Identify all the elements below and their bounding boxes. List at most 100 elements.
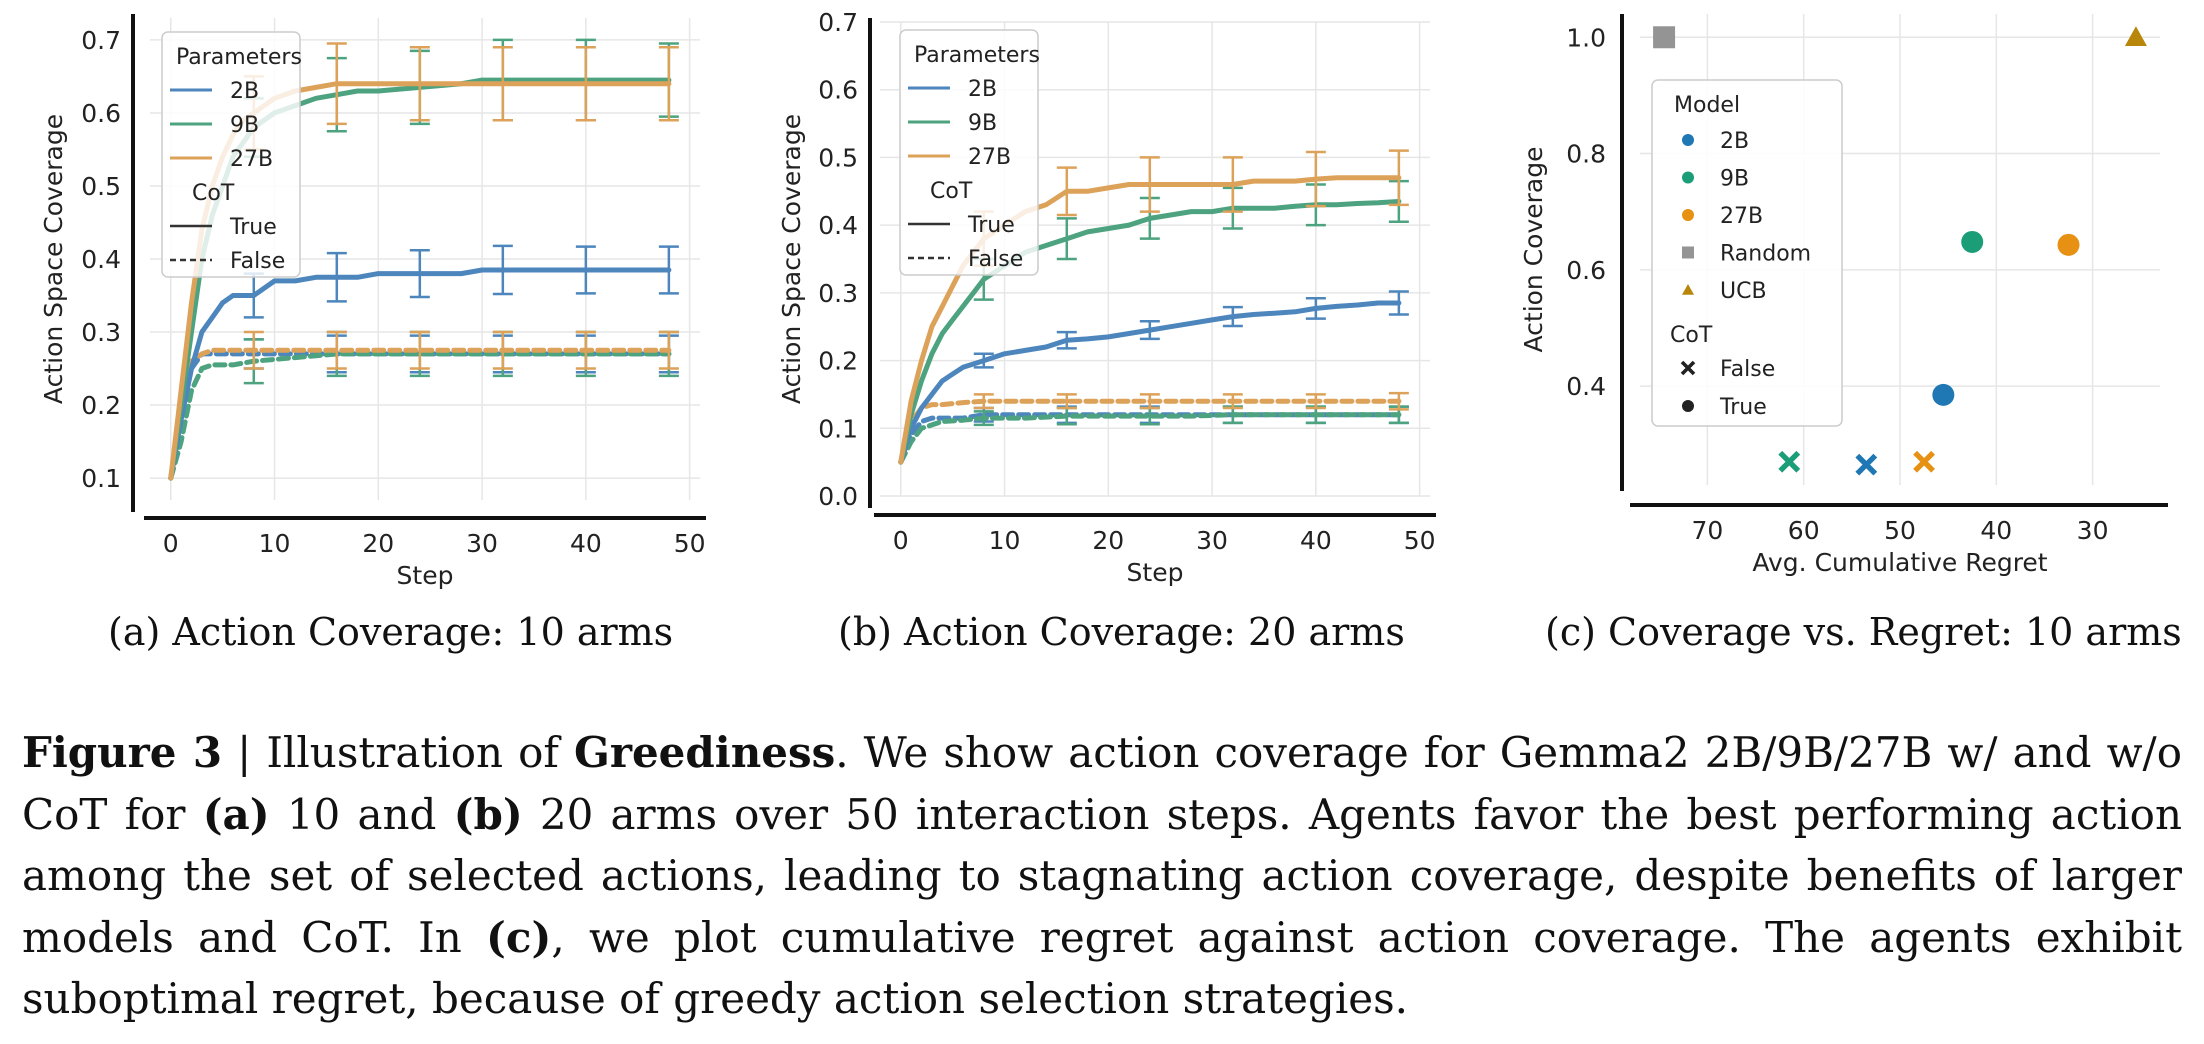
scatter-point-27b-cot-false [1913,450,1935,473]
x-axis-label: Avg. Cumulative Regret [1752,548,2047,577]
legend-label-cot-false: False [230,249,285,274]
caption-text-2: 10 and [269,789,454,839]
x-tick-label: 60 [1788,516,1820,545]
scatter-point-random [1653,26,1676,49]
x-tick-label: 40 [570,529,602,558]
y-axis-label: Action Space Coverage [39,114,68,404]
subcaption-a: (a) Action Coverage: 10 arms [108,610,674,654]
x-tick-label: 10 [989,526,1021,555]
x-axis-label: Step [1127,558,1184,587]
legend-title-cot: CoT [192,181,235,206]
legend-marker [1682,284,1694,295]
scatter-point-2b-cot-true [1932,383,1955,406]
legend: Parameters 2B 9B 27B CoT True False [161,31,302,278]
legend-label-2b: 2B [968,77,997,102]
subcaption-b: (b) Action Coverage: 20 arms [838,610,1405,654]
x-tick-label: 50 [1884,516,1916,545]
legend-marker [1682,400,1694,412]
x-tick-label: 30 [466,529,498,558]
legend-marker [1682,134,1694,146]
y-tick-label: 0.3 [81,318,121,347]
y-tick-label: 0.6 [818,76,858,105]
x-tick-label: 0 [893,526,909,555]
x-axis-label: Step [397,561,454,590]
legend-label-2b: 2B [1720,129,1749,154]
series-line-2b-cot-true [168,267,672,481]
y-tick-label: 0.3 [818,279,858,308]
scatter-point-9b-cot-true [1961,230,1984,253]
chart-b-action-coverage-20-arms: 0 10 20 30 40 50 0.0 0.1 0.2 0.3 0.4 0.5 0.6 0.7 Step A… [777,8,1436,587]
legend-label-2b: 2B [230,79,259,104]
y-tick-label: 0.1 [818,414,858,443]
y-tick-label: 0.4 [1566,372,1606,401]
caption-text-3: 20 arms over 50 interaction steps. Agent… [22,789,2182,962]
y-tick-label: 0.4 [818,211,858,240]
legend: Model 2B 9B 27B Random UCB CoT False True [1651,79,1843,427]
x-tick-label: 70 [1692,516,1724,545]
legend-box [899,29,1039,276]
series-line-2b-cot-true [898,300,1402,465]
x-tick-label: 40 [1300,526,1332,555]
y-tick-label: 0.4 [81,245,121,274]
series-line-27b-cot-false [898,398,1402,465]
legend-box [1651,79,1843,427]
series-line-9b-cot-true [898,198,1402,465]
scatter-point-9b-cot-false [1778,450,1801,473]
caption-text-4: , we plot cumulative regret against acti… [22,912,2182,1024]
y-tick-label: 0.2 [818,347,858,376]
legend-label-cot-true: True [1719,395,1767,420]
legend-label-cot-true: True [967,213,1015,238]
x-tick-label: 30 [1196,526,1228,555]
legend: Parameters 2B 9B 27B CoT True False [899,29,1040,276]
legend-label-cot-false: False [968,247,1023,272]
legend-box [161,31,301,278]
y-axis-label: Action Space Coverage [777,114,806,404]
y-tick-label: 0.2 [81,391,121,420]
y-tick-label: 0.7 [818,8,858,37]
caption-ref-b: (b) [453,789,523,839]
scatter-point-ucb [2124,26,2147,47]
legend-label-random: Random [1720,242,1811,267]
legend-label-9b: 9B [968,111,997,136]
x-tick-label: 50 [1404,526,1436,555]
legend-label-27b: 27B [968,145,1011,170]
scatter-point-27b-cot-true [2057,233,2080,256]
y-tick-label: 0.5 [81,172,121,201]
legend-label-9b: 9B [1720,167,1749,192]
legend-marker [1682,171,1694,184]
x-tick-label: 0 [163,529,179,558]
y-tick-label: 0.6 [81,99,121,128]
subcaption-c: (c) Coverage vs. Regret: 10 arms [1545,610,2182,654]
x-tick-label: 20 [362,529,394,558]
scatter-point-2b-cot-false [1855,453,1878,476]
x-tick-label: 40 [1980,516,2012,545]
legend-label-9b: 9B [230,113,259,138]
chart-c-coverage-vs-regret: 70 60 50 40 30 0.4 0.6 0.8 1.0 Avg. Cumulative Re… [1519,14,2168,577]
y-tick-label: 0.1 [81,464,121,493]
x-tick-label: 20 [1092,526,1124,555]
series-line-27b-cot-true [898,175,1402,465]
legend-label-cot-false: False [1720,357,1775,382]
legend-title-parameters: Parameters [176,45,302,70]
chart-a-action-coverage-10-arms: 0 10 20 30 40 50 0.1 0.2 0.3 0.4 0.5 0.6 0.7 Step Acti… [39,14,706,590]
legend-label-ucb: UCB [1720,279,1767,304]
figure-caption: Figure 3 | Illustration of Greediness. W… [22,722,2182,1030]
legend-label-27b: 27B [230,147,273,172]
y-tick-label: 1.0 [1566,23,1606,52]
legend-marker [1680,360,1696,376]
caption-sep: | Illustration of [222,728,574,777]
x-tick-label: 50 [674,529,706,558]
caption-ref-c: (c) [486,912,552,962]
legend-title-cot: CoT [930,179,973,204]
y-tick-label: 0.5 [818,143,858,172]
y-tick-label: 0.8 [1566,140,1606,169]
x-tick-label: 30 [2077,516,2109,545]
legend-label-cot-true: True [229,215,277,240]
caption-ref-a: (a) [202,789,270,839]
figure-label: Figure 3 [22,728,223,777]
y-tick-label: 0.7 [81,26,121,55]
legend-title-model: Model [1674,93,1740,118]
legend-marker [1682,209,1694,221]
legend-label-27b: 27B [1720,204,1763,229]
caption-text-1: . We show action coverage for Gemma2 2B/… [22,728,2182,839]
